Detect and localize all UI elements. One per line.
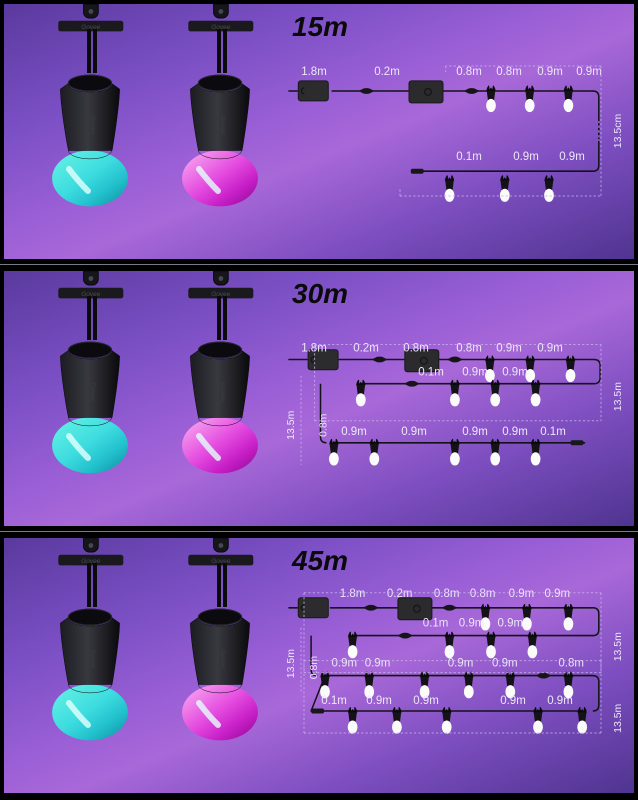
svg-text:0.9m: 0.9m: [513, 151, 539, 163]
svg-text:0.9m: 0.9m: [559, 151, 585, 163]
svg-text:0.8m: 0.8m: [456, 66, 482, 78]
svg-text:0.8m: 0.8m: [496, 66, 522, 78]
svg-text:0.9m: 0.9m: [537, 66, 563, 78]
svg-text:0.9m: 0.9m: [502, 426, 528, 438]
svg-text:0.9m: 0.9m: [459, 618, 485, 630]
svg-text:0.9m: 0.9m: [462, 367, 488, 379]
svg-text:0.9m: 0.9m: [509, 588, 535, 600]
svg-text:Govee: Govee: [219, 382, 226, 402]
svg-text:13.5m: 13.5m: [612, 703, 624, 732]
svg-text:0.9m: 0.9m: [498, 618, 524, 630]
svg-text:0.1m: 0.1m: [540, 426, 566, 438]
svg-text:Govee: Govee: [89, 649, 96, 669]
svg-text:0.9m: 0.9m: [547, 695, 573, 707]
svg-text:13.5cm: 13.5cm: [612, 114, 624, 149]
svg-text:0.9m: 0.9m: [545, 588, 571, 600]
svg-text:Govee: Govee: [219, 115, 226, 135]
svg-text:0.9m: 0.9m: [537, 343, 563, 355]
svg-text:0.9m: 0.9m: [492, 658, 518, 670]
svg-text:13.5m: 13.5m: [612, 632, 624, 661]
svg-text:13.5m: 13.5m: [612, 382, 624, 411]
svg-text:0.9m: 0.9m: [576, 66, 602, 78]
svg-text:0.9m: 0.9m: [448, 658, 474, 670]
svg-text:0.8m: 0.8m: [470, 588, 496, 600]
svg-text:Govee: Govee: [219, 649, 226, 669]
svg-text:Govee: Govee: [89, 382, 96, 402]
svg-text:0.9m: 0.9m: [462, 426, 488, 438]
svg-text:0.1m: 0.1m: [456, 151, 482, 163]
svg-text:0.8m: 0.8m: [558, 658, 584, 670]
svg-text:0.9m: 0.9m: [500, 695, 526, 707]
svg-text:0.8m: 0.8m: [434, 588, 460, 600]
svg-text:0.9m: 0.9m: [502, 367, 528, 379]
svg-text:Govee: Govee: [89, 115, 96, 135]
